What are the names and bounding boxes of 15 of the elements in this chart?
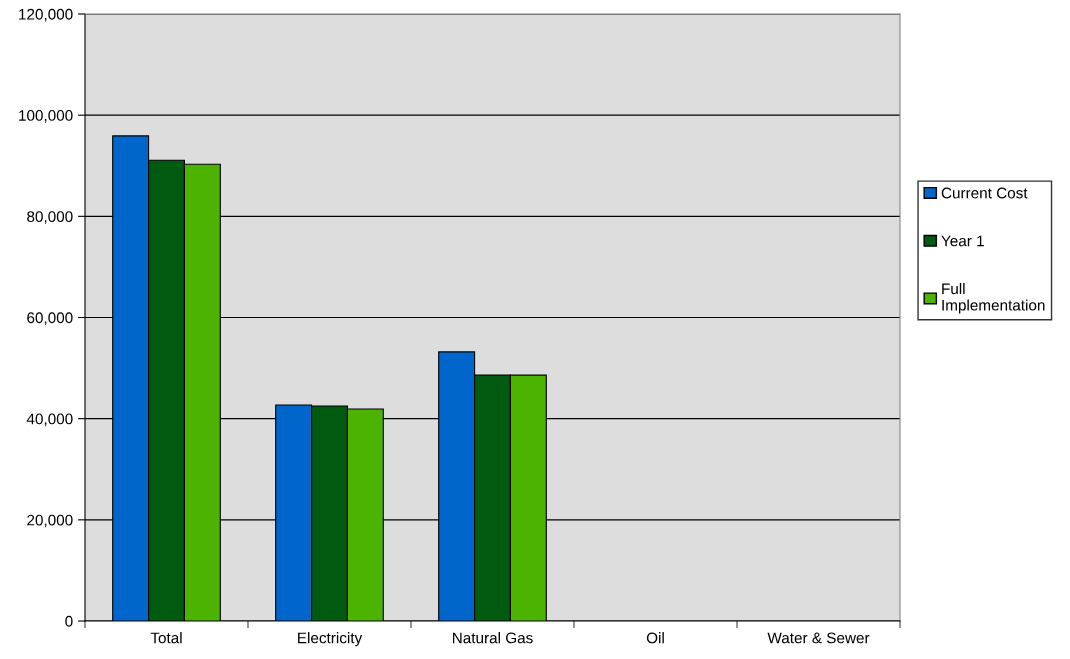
y-tick-label: 0 — [65, 615, 73, 627]
legend-label: Year 1 — [941, 235, 984, 247]
y-tick-label: 120,000 — [19, 8, 73, 22]
legend-label: Full Implementation — [942, 282, 1045, 314]
x-tick-label: Natural Gas — [453, 632, 533, 644]
x-tick-label: Water & Sewer — [767, 632, 870, 644]
legend-label: Current Cost — [941, 187, 1028, 199]
y-tick-label: 60,000 — [27, 312, 73, 325]
y-tick-label: 40,000 — [26, 413, 73, 427]
x-tick-label: Total — [150, 632, 182, 644]
y-tick-label: 80,000 — [27, 211, 73, 224]
y-tick-label: 20,000 — [27, 514, 73, 528]
x-tick-label: Oil — [646, 632, 664, 644]
x-tick-label: Electricity — [298, 632, 363, 647]
y-tick-label: 100,000 — [19, 110, 73, 123]
